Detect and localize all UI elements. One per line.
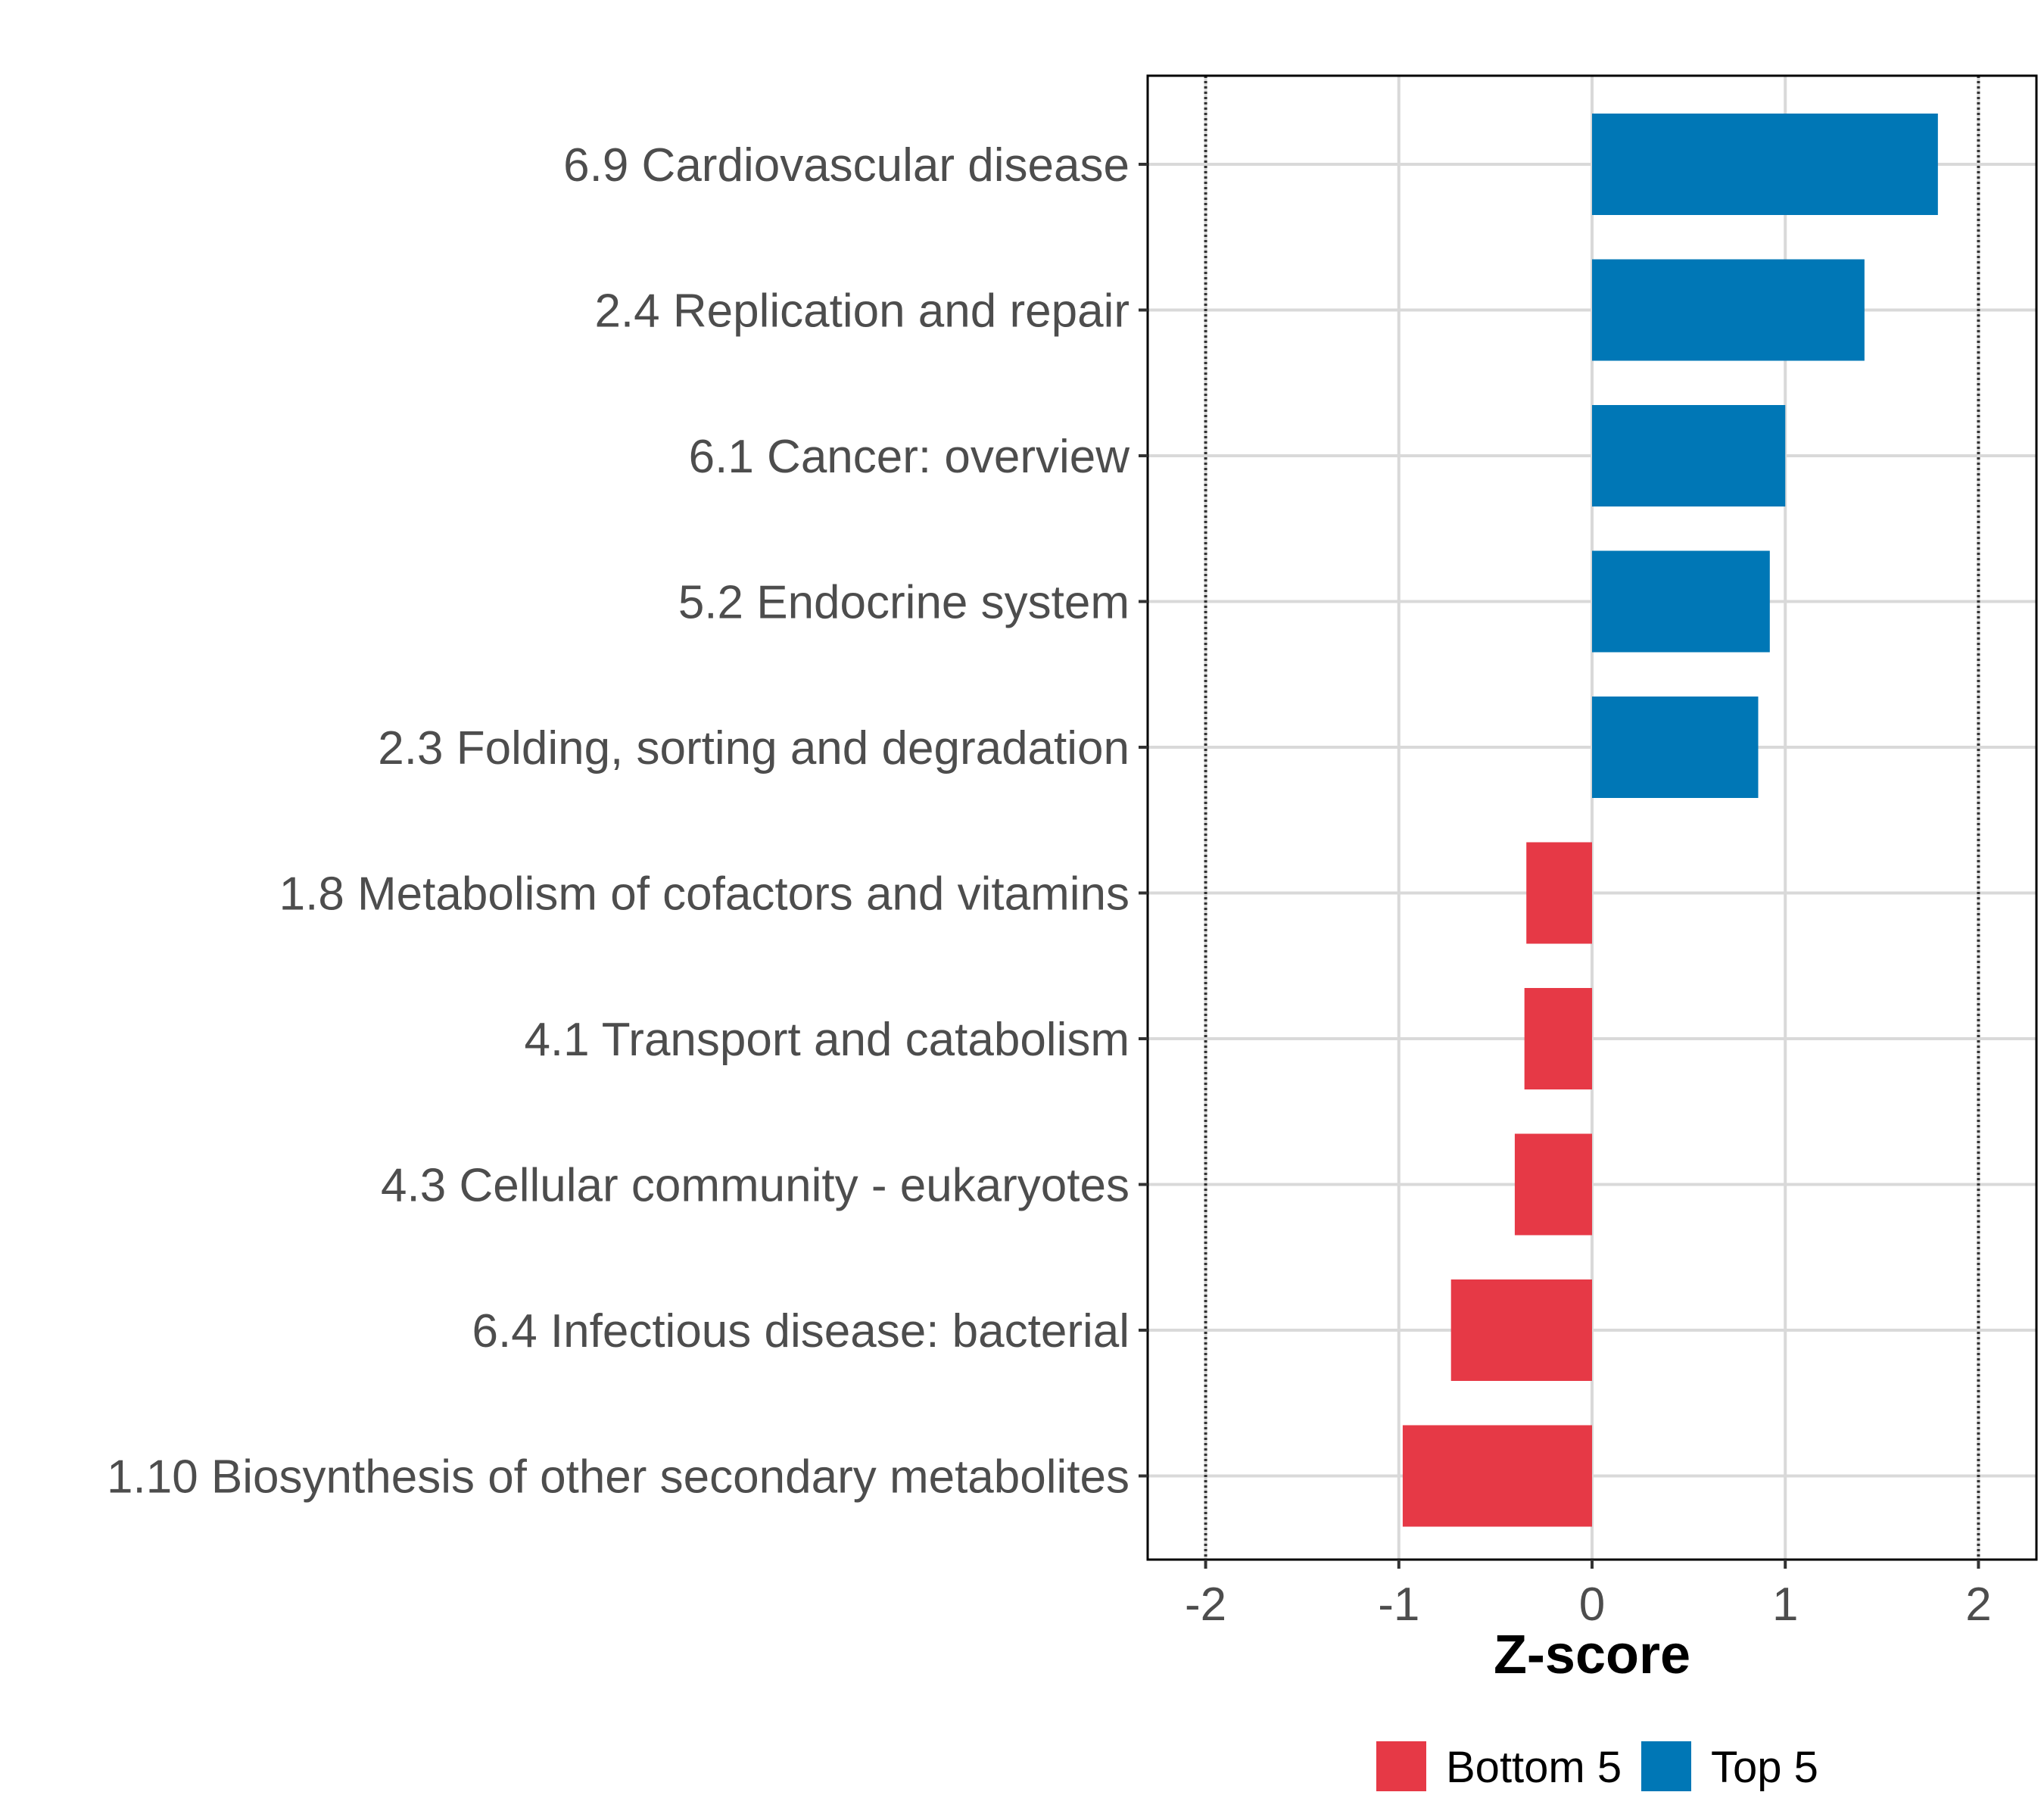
bar-7	[1524, 988, 1592, 1089]
category-label: 6.4 Infectious disease: bacterial	[472, 1305, 1129, 1357]
category-label: 1.8 Metabolism of cofactors and vitamins	[279, 868, 1129, 921]
reference-lines	[1204, 76, 1980, 1560]
bar-8	[1514, 1133, 1592, 1236]
legend-label: Top 5	[1711, 1743, 1818, 1792]
bar-4	[1592, 550, 1770, 653]
bar-6	[1526, 842, 1592, 944]
category-label: 1.10 Biosynthesis of other secondary met…	[107, 1451, 1129, 1504]
bars-layer	[1402, 114, 1938, 1527]
y-axis: 6.9 Cardiovascular disease 2.4 Replicatio…	[107, 139, 1148, 1504]
category-label: 5.2 Endocrine system	[678, 577, 1129, 629]
x-tick-label: 2	[1965, 1579, 1991, 1631]
x-tick-label: -1	[1378, 1579, 1419, 1631]
legend-key-1	[1376, 1741, 1426, 1791]
bar-9	[1450, 1279, 1592, 1381]
legend-key-2	[1641, 1741, 1691, 1791]
x-axis-title: Z-score	[1494, 1625, 1690, 1685]
category-label: 4.1 Transport and catabolism	[524, 1014, 1129, 1066]
category-label: 2.3 Folding, sorting and degradation	[378, 722, 1129, 774]
x-axis: -2 -1 0 1 2	[1185, 1560, 1992, 1631]
x-tick-label: 1	[1772, 1579, 1798, 1631]
x-tick-label: -2	[1185, 1579, 1226, 1631]
category-label: 6.9 Cardiovascular disease	[563, 139, 1129, 192]
legend-label: Bottom 5	[1446, 1743, 1622, 1792]
x-tick-label: 0	[1579, 1579, 1605, 1631]
legend: Bottom 5 Top 5	[1376, 1741, 1818, 1792]
category-label: 2.4 Replication and repair	[594, 285, 1129, 338]
bar-1	[1592, 114, 1938, 215]
bar-10	[1402, 1425, 1592, 1527]
category-label: 6.1 Cancer: overview	[689, 431, 1130, 483]
bar-3	[1592, 405, 1786, 506]
bar-5	[1592, 697, 1759, 798]
category-label: 4.3 Cellular community - eukaryotes	[381, 1160, 1129, 1212]
bar-2	[1592, 259, 1865, 361]
